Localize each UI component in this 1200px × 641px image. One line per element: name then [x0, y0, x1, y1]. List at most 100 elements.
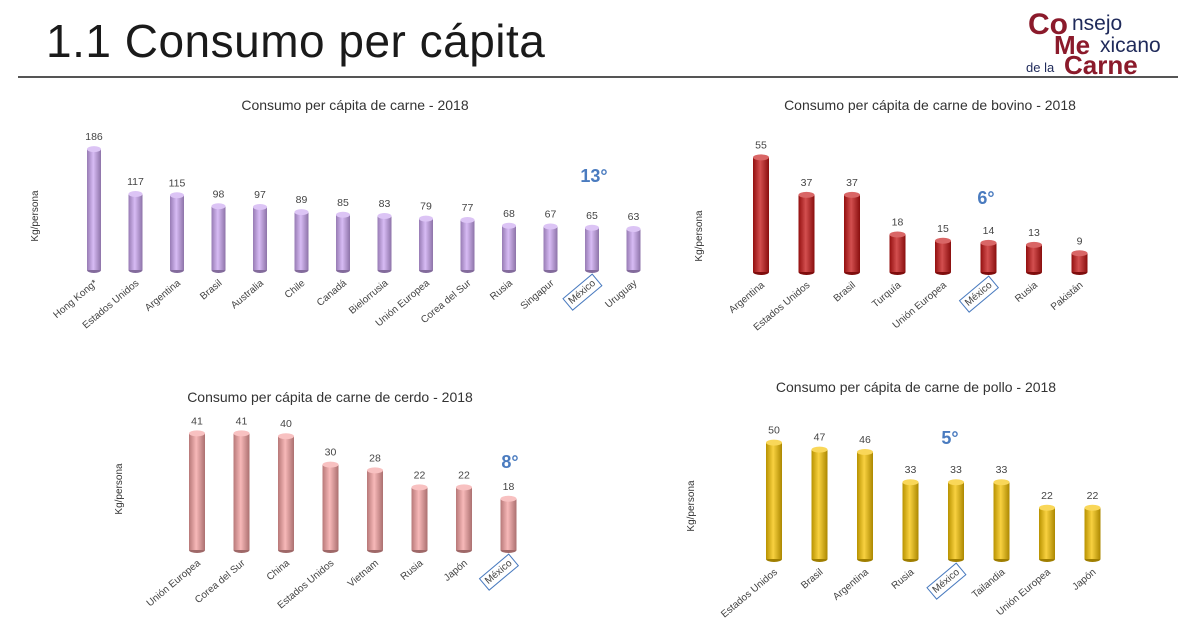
- bar: [170, 195, 184, 270]
- data-label: 63: [628, 211, 640, 223]
- bar: [798, 194, 815, 272]
- bar-group: [889, 231, 906, 275]
- bar-group: [294, 209, 309, 273]
- bar-group: [1071, 250, 1088, 275]
- bar-cap: [377, 213, 392, 220]
- bar: [1071, 253, 1088, 272]
- bar: [1039, 507, 1055, 559]
- bar-group: [377, 213, 392, 273]
- mexico-rank-label: 8°: [501, 452, 518, 472]
- y-axis-label: Kg/persona: [30, 190, 41, 242]
- bar-group: [233, 430, 250, 553]
- bar: [811, 449, 828, 559]
- bar-cap: [753, 154, 769, 161]
- bar: [543, 226, 558, 270]
- logo-line3-small: de la: [1026, 60, 1055, 75]
- data-label: 18: [503, 481, 515, 493]
- bar-cap: [87, 146, 101, 153]
- chart-title: Consumo per cápita de carne - 2018: [241, 97, 468, 113]
- bar-group: [336, 211, 350, 273]
- bar-cap: [1026, 241, 1042, 248]
- bar-group: [460, 216, 475, 273]
- bar-cap: [456, 484, 472, 491]
- category-label: Rusia: [890, 567, 917, 592]
- data-label: 117: [127, 176, 144, 188]
- bar-cap: [766, 439, 782, 446]
- highlight-box: [562, 273, 603, 311]
- data-label: 22: [1041, 490, 1053, 502]
- bar-group: [844, 191, 860, 275]
- bar-group: [857, 448, 873, 562]
- bar-cap: [1039, 504, 1055, 511]
- bar-group: [980, 239, 997, 275]
- bar-cap: [1071, 250, 1088, 257]
- bar: [889, 234, 906, 272]
- bar-cap: [935, 237, 951, 244]
- bar-cap: [419, 215, 433, 222]
- mexico-rank-label: 6°: [977, 188, 994, 208]
- category-label: Rusia: [1013, 280, 1040, 305]
- category-label: Uruguay: [603, 278, 639, 311]
- category-label: Canadá: [315, 278, 349, 309]
- bar: [128, 193, 143, 270]
- bar: [211, 206, 226, 270]
- data-label: 30: [325, 447, 337, 459]
- bar: [935, 240, 951, 272]
- category-label: Pakistán: [1049, 280, 1085, 313]
- bar: [336, 214, 350, 270]
- data-label: 37: [846, 177, 858, 189]
- chart-chicken: Consumo per cápita de carne de pollo - 2…: [686, 379, 1101, 620]
- category-label: Japón: [1070, 567, 1098, 593]
- data-label: 115: [169, 177, 186, 189]
- y-axis-label: Kg/persona: [686, 480, 697, 532]
- y-axis-label: Kg/persona: [114, 463, 125, 515]
- data-label: 65: [586, 210, 598, 222]
- bar-cap: [811, 446, 828, 453]
- chart-title: Consumo per cápita de carne de cerdo - 2…: [187, 389, 473, 405]
- highlight-box: [926, 562, 967, 600]
- bar-cap: [233, 430, 250, 437]
- bar-cap: [543, 223, 558, 230]
- chart-beef: Consumo per cápita de carne de bovino - …: [694, 97, 1088, 333]
- bar-group: [1026, 241, 1042, 275]
- chart-total-meat: Consumo per cápita de carne - 2018 Kg/per…: [30, 97, 641, 331]
- bar-cap: [500, 495, 517, 502]
- category-label: Brasil: [198, 278, 224, 303]
- bar: [626, 229, 641, 270]
- category-label: Rusia: [399, 558, 426, 583]
- data-label: 41: [191, 415, 203, 427]
- logo-line1-big: Co: [1028, 8, 1068, 41]
- data-label: 13: [1028, 227, 1040, 239]
- data-label: 41: [236, 415, 248, 427]
- bar-cap: [189, 430, 205, 437]
- data-label: 33: [996, 464, 1008, 476]
- category-label: Japón: [442, 558, 470, 584]
- data-label: 9: [1077, 235, 1083, 247]
- bar: [278, 436, 294, 550]
- bar: [189, 433, 205, 550]
- bar-group: [278, 433, 294, 553]
- category-label: Tailandia: [970, 567, 1008, 601]
- data-label: 50: [768, 425, 780, 437]
- bar-cap: [902, 479, 919, 486]
- y-axis-label: Kg/persona: [694, 210, 705, 262]
- data-label: 55: [755, 139, 767, 151]
- bar: [253, 206, 267, 270]
- bar: [502, 225, 516, 270]
- bar-cap: [980, 239, 997, 246]
- data-label: 47: [814, 432, 826, 444]
- data-label: 28: [369, 452, 381, 464]
- bar-group: [502, 222, 516, 273]
- bar-cap: [857, 448, 873, 455]
- logo: Co nsejo Me xicano de la Carne: [1026, 8, 1161, 78]
- bar-cap: [170, 192, 184, 199]
- bar-cap: [211, 203, 226, 210]
- bar-cap: [322, 461, 339, 468]
- mexico-rank-label: 13°: [580, 166, 607, 186]
- logo-line2-rest: xicano: [1100, 34, 1161, 57]
- bar-cap: [367, 467, 383, 474]
- mexico-rank-label: 5°: [941, 428, 958, 448]
- category-label: Turquía: [870, 280, 904, 311]
- category-label: Estados Unidos: [719, 567, 780, 620]
- bar-group: [1039, 504, 1055, 562]
